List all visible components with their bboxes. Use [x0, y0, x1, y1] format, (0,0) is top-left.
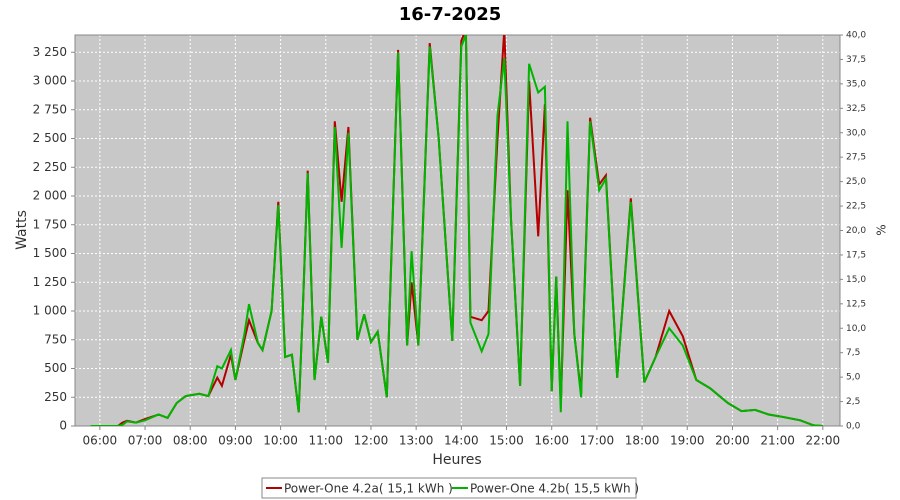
y-tick-label: 3 000 [33, 74, 67, 88]
y2-tick-label: 30,0 [846, 128, 866, 138]
y-tick-label: 3 250 [33, 45, 67, 59]
y2-tick-label: 10,0 [846, 324, 866, 334]
y2-tick-label: 2,5 [846, 397, 860, 407]
plot-border [74, 34, 841, 427]
y-tick-label: 2 750 [33, 102, 67, 116]
y2-tick-label: 22,5 [846, 202, 866, 212]
y-tick-label: 0 [59, 419, 67, 433]
y2-tick-label: 20,0 [846, 226, 866, 236]
x-tick-label: 07:00 [128, 434, 163, 448]
y-tick-label: 2 000 [33, 189, 67, 203]
x-tick-label: 18:00 [625, 434, 660, 448]
y2-tick-label: 0,0 [846, 422, 861, 432]
y2-tick-label: 25,0 [846, 177, 866, 187]
x-tick-label: 14:00 [444, 434, 479, 448]
chart-title: 16-7-2025 [399, 4, 502, 25]
y2-tick-label: 12,5 [846, 299, 866, 309]
y2-tick-label: 7,5 [846, 348, 860, 358]
x-tick-label: 06:00 [83, 434, 118, 448]
y2-tick-label: 27,5 [846, 153, 866, 163]
y2-tick-label: 35,0 [846, 79, 866, 89]
y-tick-label: 1 250 [33, 275, 67, 289]
legend-label: Power-One 4.2a( 15,1 kWh ) [284, 482, 453, 496]
x-tick-label: 16:00 [534, 434, 569, 448]
x-axis-label: Heures [432, 452, 481, 468]
x-tick-label: 17:00 [580, 434, 615, 448]
x-tick-label: 15:00 [489, 434, 524, 448]
x-tick-label: 20:00 [715, 434, 750, 448]
x-tick-label: 13:00 [399, 434, 434, 448]
y-axis-label: Watts [14, 210, 30, 250]
legend-label: Power-One 4.2b( 15,5 kWh ) [470, 482, 639, 496]
x-tick-label: 10:00 [263, 434, 298, 448]
x-tick-label: 11:00 [308, 434, 343, 448]
y-tick-label: 2 250 [33, 160, 67, 174]
x-tick-label: 09:00 [218, 434, 253, 448]
y-tick-label: 1 000 [33, 304, 67, 318]
y-tick-label: 500 [44, 361, 67, 375]
y-tick-label: 250 [44, 390, 67, 404]
y2-tick-label: 15,0 [846, 275, 866, 285]
y-tick-label: 2 500 [33, 131, 67, 145]
x-tick-label: 22:00 [806, 434, 841, 448]
series-line [90, 35, 823, 426]
x-tick-label: 12:00 [354, 434, 389, 448]
x-tick-label: 21:00 [760, 434, 795, 448]
y-tick-label: 750 [44, 332, 67, 346]
x-tick-label: 19:00 [670, 434, 705, 448]
y-tick-label: 1 750 [33, 217, 67, 231]
y2-tick-label: 17,5 [846, 250, 866, 260]
y2-tick-label: 40,0 [846, 31, 866, 41]
plot-lines [90, 35, 823, 426]
plot-area [75, 35, 840, 426]
y2-tick-label: 5,0 [846, 373, 861, 383]
x-tick-label: 08:00 [173, 434, 208, 448]
y2-tick-label: 37,5 [846, 55, 866, 65]
y2-tick-label: 32,5 [846, 104, 866, 114]
y-tick-label: 1 500 [33, 246, 67, 260]
legend [261, 477, 637, 499]
y2-axis-label: % [875, 224, 889, 235]
